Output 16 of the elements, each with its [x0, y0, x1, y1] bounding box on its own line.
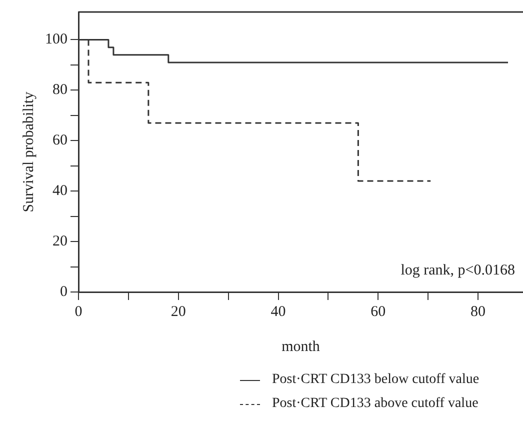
y-tick-label: 80: [52, 82, 68, 98]
x-axis-title: month: [282, 338, 320, 355]
y-tick-label: 0: [60, 284, 68, 300]
x-tick-label: 0: [74, 304, 82, 320]
y-tick-label: 20: [52, 233, 68, 250]
legend-label: Post·CRT CD133 above cutoff value: [272, 396, 478, 412]
annotation: log rank, p<0.0168: [400, 262, 515, 278]
x-tick-label: 60: [370, 304, 386, 320]
x-tick-label: 80: [470, 304, 486, 320]
y-tick-label: 100: [45, 32, 68, 48]
y-tick-label: 40: [52, 183, 68, 200]
legend-label: Post·CRT CD133 below cutoff value: [272, 372, 480, 388]
x-tick-label: 20: [170, 304, 186, 320]
y-tick-label: 60: [52, 132, 68, 149]
x-tick-label: 40: [270, 304, 286, 320]
y-axis-title: Survival probability: [20, 91, 37, 212]
